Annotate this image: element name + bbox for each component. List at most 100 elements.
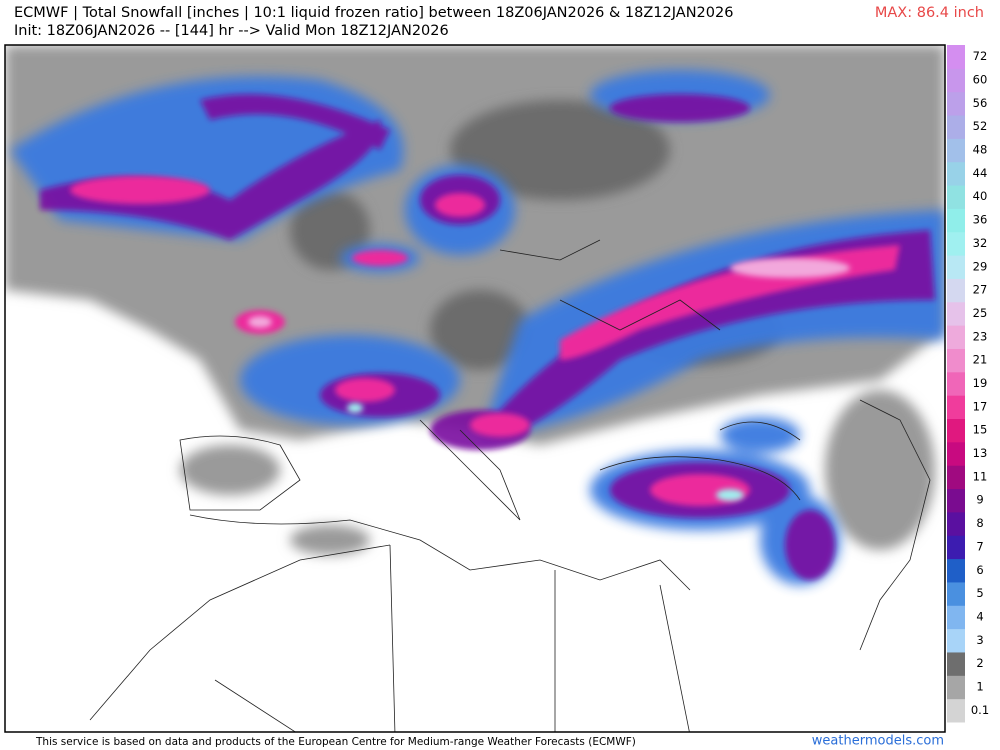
colorbar-swatch — [947, 278, 965, 303]
colorbar-swatch — [947, 68, 965, 93]
colorbar-swatch — [947, 628, 965, 653]
colorbar-label: 32 — [973, 236, 988, 250]
map-shape — [180, 445, 280, 495]
colorbar-swatch — [947, 115, 965, 139]
map-shape — [716, 489, 744, 501]
colorbar-label: 52 — [973, 119, 988, 133]
map-shape — [450, 100, 670, 200]
title: ECMWF | Total Snowfall [inches | 10:1 li… — [14, 5, 733, 21]
map-shape — [189, 514, 691, 591]
colorbar-label: 11 — [973, 469, 988, 483]
colorbar-label: 9 — [976, 493, 983, 507]
map-shape — [352, 250, 408, 266]
map-shape — [89, 544, 391, 721]
colorbar-swatch — [947, 208, 965, 233]
map-shape — [859, 399, 931, 651]
map-shape — [825, 390, 935, 550]
colorbar-label: 1 — [976, 679, 983, 693]
colorbar-swatch — [947, 255, 965, 279]
map-shape — [610, 94, 750, 122]
colorbar-swatch — [947, 231, 965, 256]
colorbar-label: 60 — [973, 73, 988, 87]
colorbar-label: 7 — [976, 539, 983, 553]
colorbar-label: 21 — [973, 353, 988, 367]
colorbar-swatch — [947, 301, 965, 326]
colorbar-label: 48 — [973, 143, 988, 157]
colorbar-swatch — [947, 535, 965, 560]
map-shape — [70, 176, 210, 204]
snow-heavy — [40, 94, 935, 580]
colorbar-swatch — [947, 581, 965, 606]
colorbar-label: 56 — [973, 96, 988, 110]
map-shape — [248, 316, 272, 328]
map-shape — [785, 510, 835, 580]
colorbar-swatch — [947, 418, 965, 443]
map-shape — [179, 435, 301, 511]
colorbar-swatch — [947, 465, 965, 490]
colorbar-label: 0.1 — [971, 703, 989, 717]
colorbar-label: 23 — [973, 329, 988, 343]
colorbar-label: 36 — [973, 213, 988, 227]
map-shape — [599, 456, 801, 501]
map-frame — [4, 44, 946, 733]
map-shape — [290, 525, 370, 555]
map-shape — [720, 417, 800, 453]
map-shape — [347, 403, 363, 413]
colorbar-label: 40 — [973, 189, 988, 203]
colorbar-label: 44 — [973, 166, 988, 180]
colorbar: 0.11234567891113151719212325272932364044… — [947, 45, 989, 723]
borders — [89, 239, 931, 732]
map-shape — [419, 419, 521, 521]
colorbar-swatch — [947, 651, 965, 676]
colorbar-swatch — [947, 698, 965, 723]
colorbar-swatch — [947, 395, 965, 420]
map — [5, 45, 945, 732]
colorbar-label: 27 — [973, 283, 988, 297]
colorbar-label: 15 — [973, 423, 988, 437]
colorbar-swatch — [947, 605, 965, 630]
map-shape — [430, 290, 530, 370]
site-credit: weathermodels.com — [812, 734, 944, 749]
colorbar-label: 29 — [973, 259, 988, 273]
colorbar-label: 72 — [973, 49, 988, 63]
map-shape — [200, 94, 390, 150]
map-shape — [335, 378, 395, 402]
colorbar-label: 8 — [976, 516, 983, 530]
colorbar-swatch — [947, 441, 965, 466]
colorbar-label: 5 — [976, 586, 983, 600]
colorbar-swatch — [947, 348, 965, 373]
colorbar-label: 17 — [973, 399, 988, 413]
map-shape — [470, 413, 530, 437]
colorbar-swatch — [947, 511, 965, 536]
colorbar-label: 13 — [973, 446, 988, 460]
colorbar-swatch — [947, 138, 965, 163]
map-shape — [40, 120, 381, 240]
map-shape — [499, 239, 721, 331]
colorbar-label: 2 — [976, 656, 983, 670]
snow-extreme — [248, 258, 850, 501]
subtitle: Init: 18Z06JAN2026 -- [144] hr --> Valid… — [14, 23, 449, 39]
colorbar-label: 4 — [976, 609, 983, 623]
colorbar-swatch — [947, 558, 965, 583]
colorbar-label: 6 — [976, 563, 983, 577]
map-shape — [719, 421, 801, 441]
colorbar-swatch — [947, 45, 965, 69]
map-shape — [214, 544, 690, 732]
max-label: MAX: 86.4 inch — [875, 5, 984, 21]
map-shape — [500, 230, 935, 440]
footer-note: This service is based on data and produc… — [35, 736, 636, 748]
colorbar-swatch — [947, 161, 965, 186]
colorbar-label: 3 — [976, 633, 983, 647]
map-shape — [730, 258, 850, 278]
colorbar-swatch — [947, 371, 965, 396]
colorbar-swatch — [947, 325, 965, 349]
colorbar-swatch — [947, 675, 965, 700]
colorbar-swatch — [947, 185, 965, 209]
colorbar-swatch — [947, 91, 965, 116]
colorbar-label: 25 — [973, 306, 988, 320]
colorbar-swatch — [947, 488, 965, 513]
map-shape — [435, 193, 485, 217]
colorbar-label: 19 — [973, 376, 988, 390]
